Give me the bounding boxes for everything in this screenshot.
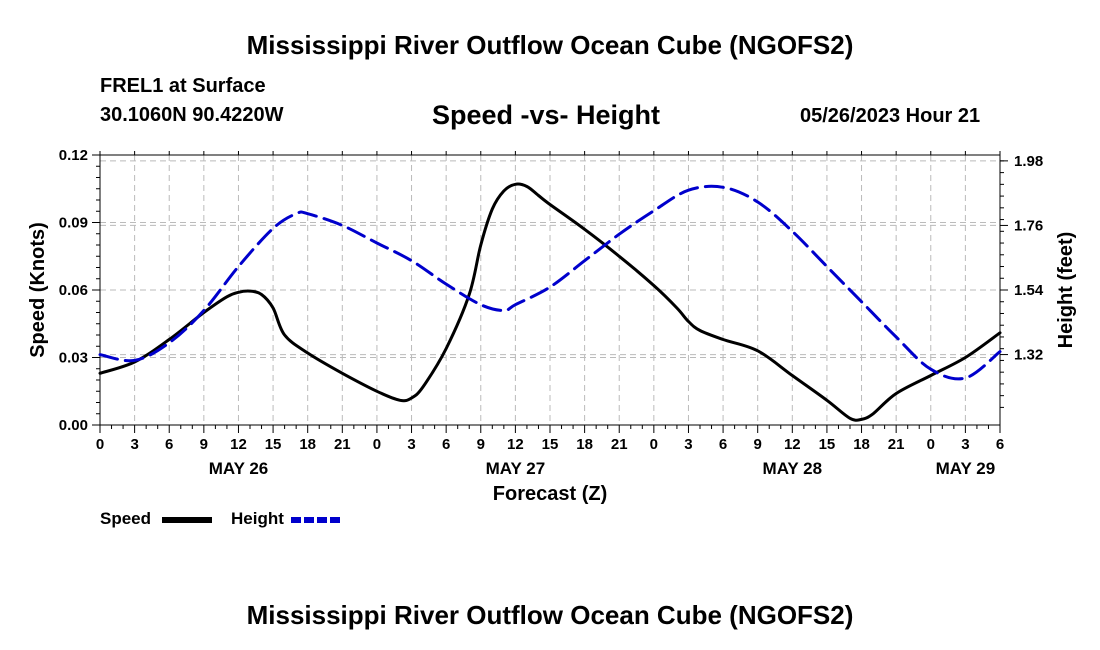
x-tick-label: 0 xyxy=(650,436,658,453)
x-tick-label: 0 xyxy=(373,436,381,453)
x-tick-label: 3 xyxy=(130,436,138,453)
y-axis-label: Speed (Knots) xyxy=(27,222,49,358)
x-tick-label: 15 xyxy=(542,436,559,453)
x-tick-label: 21 xyxy=(888,436,905,453)
x-axis-label: Forecast (Z) xyxy=(493,483,607,505)
day-label: MAY 28 xyxy=(763,459,823,478)
x-tick-label: 18 xyxy=(299,436,316,453)
x-tick-label: 9 xyxy=(754,436,762,453)
x-tick-label: 3 xyxy=(961,436,969,453)
station-coordinates: 30.1060N 90.4220W xyxy=(100,104,284,126)
y-tick-label: 0.00 xyxy=(59,417,88,434)
y2-tick-label: 1.76 xyxy=(1014,217,1043,234)
forecast-timestamp: 05/26/2023 Hour 21 xyxy=(800,105,981,127)
y-tick-label: 0.03 xyxy=(59,350,88,367)
x-axis-ticks: 0 3 6 9 12 15 18 21 0 3 6 9 12 15 18 21 0 3 6 9 12 15 18 21 0 3 6 xyxy=(96,151,1004,453)
y2-tick-label: 1.32 xyxy=(1014,347,1043,364)
x-tick-label: 21 xyxy=(611,436,628,453)
footer-title: Mississippi River Outflow Ocean Cube (NG… xyxy=(246,600,854,630)
x-tick-label: 12 xyxy=(784,436,801,453)
y2-tick-label: 1.98 xyxy=(1014,153,1043,170)
x-tick-label: 6 xyxy=(442,436,450,453)
legend-height-label: Height xyxy=(231,509,284,528)
y-tick-label: 0.06 xyxy=(59,282,88,299)
y-axis-ticks: 0.00 0.03 0.06 0.09 0.12 xyxy=(59,147,100,434)
x-tick-label: 15 xyxy=(819,436,836,453)
day-label: MAY 29 xyxy=(936,459,996,478)
x-tick-label: 9 xyxy=(200,436,208,453)
chart-title: Speed -vs- Height xyxy=(432,100,661,130)
x-tick-label: 12 xyxy=(230,436,247,453)
grid-lines xyxy=(100,155,1000,425)
x-tick-label: 21 xyxy=(334,436,351,453)
x-tick-label: 3 xyxy=(684,436,692,453)
y-tick-label: 0.09 xyxy=(59,215,88,232)
x-tick-label: 6 xyxy=(165,436,173,453)
page-title: Mississippi River Outflow Ocean Cube (NG… xyxy=(246,30,854,60)
x-tick-label: 12 xyxy=(507,436,524,453)
x-tick-label: 3 xyxy=(407,436,415,453)
y2-tick-label: 1.54 xyxy=(1014,282,1044,299)
day-label: MAY 26 xyxy=(209,459,269,478)
station-label: FREL1 at Surface xyxy=(100,75,266,97)
day-labels: MAY 26 MAY 27 MAY 28 MAY 29 xyxy=(209,459,995,478)
day-label: MAY 27 xyxy=(486,459,546,478)
x-tick-label: 18 xyxy=(853,436,870,453)
legend-speed-label: Speed xyxy=(100,509,152,528)
x-tick-label: 0 xyxy=(96,436,104,453)
data-series xyxy=(98,182,1002,422)
x-tick-label: 18 xyxy=(576,436,593,453)
x-tick-label: 9 xyxy=(477,436,485,453)
x-tick-label: 0 xyxy=(927,436,935,453)
y2-axis-label: Height (feet) xyxy=(1055,232,1077,349)
y-tick-label: 0.12 xyxy=(59,147,88,164)
height-line xyxy=(98,184,1002,381)
x-tick-label: 15 xyxy=(265,436,282,453)
y2-axis-ticks: 1.32 1.54 1.76 1.98 xyxy=(1000,153,1044,408)
speed-line xyxy=(98,182,1002,422)
x-tick-label: 6 xyxy=(996,436,1004,453)
x-tick-label: 6 xyxy=(719,436,727,453)
